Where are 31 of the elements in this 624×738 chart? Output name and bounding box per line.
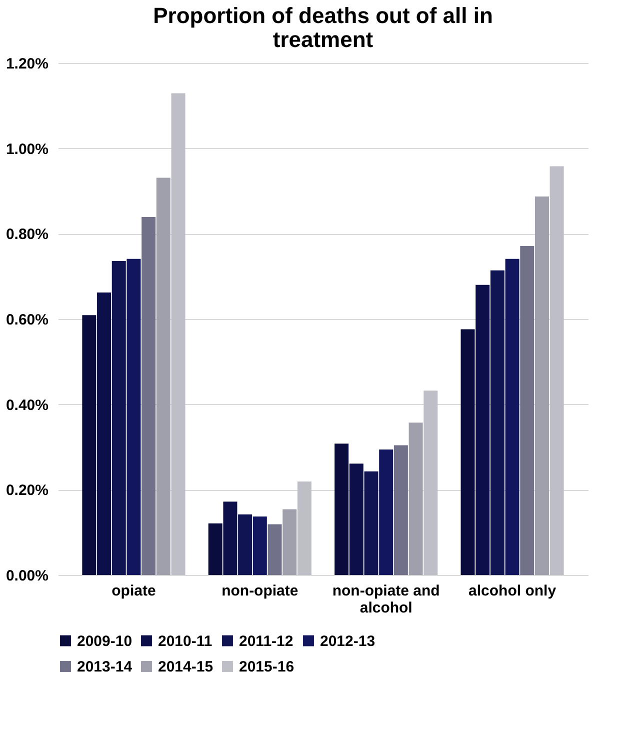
legend-label: 2011-12 — [239, 632, 294, 650]
bar — [156, 178, 170, 575]
bar — [424, 390, 438, 575]
x-tick-label: alcohol only — [468, 582, 557, 600]
legend-label: 2010-11 — [158, 632, 212, 650]
bar — [142, 217, 156, 575]
bar — [297, 482, 312, 575]
bar — [171, 93, 186, 575]
x-tick-label: non-opiate and alcohol — [332, 582, 440, 616]
legend-label: 2012-13 — [320, 632, 376, 650]
x-tick-label: opiate — [112, 582, 156, 600]
chart-title: Proportion of deaths out of all in treatment — [153, 3, 493, 52]
bar — [520, 246, 534, 575]
legend-label: 2015-16 — [239, 658, 294, 676]
legend-label: 2013-14 — [77, 658, 133, 676]
y-tick-label: 1.00% — [6, 140, 48, 158]
bar — [268, 524, 282, 575]
bar — [408, 422, 423, 575]
legend-label: 2009-10 — [77, 632, 132, 650]
bar — [394, 445, 408, 575]
y-tick-label: 0.60% — [6, 312, 48, 328]
y-tick-label: 0.20% — [6, 482, 48, 500]
legend-label: 2014-15 — [158, 658, 214, 676]
y-tick-label: 0.00% — [6, 568, 48, 584]
x-tick-label: non-opiate — [222, 582, 298, 600]
bar — [282, 509, 297, 575]
y-tick-label: 0.40% — [6, 396, 48, 414]
bar — [550, 166, 564, 575]
y-tick-label: 0.80% — [6, 226, 48, 244]
bar — [534, 196, 549, 575]
y-tick-label: 1.20% — [6, 56, 48, 72]
